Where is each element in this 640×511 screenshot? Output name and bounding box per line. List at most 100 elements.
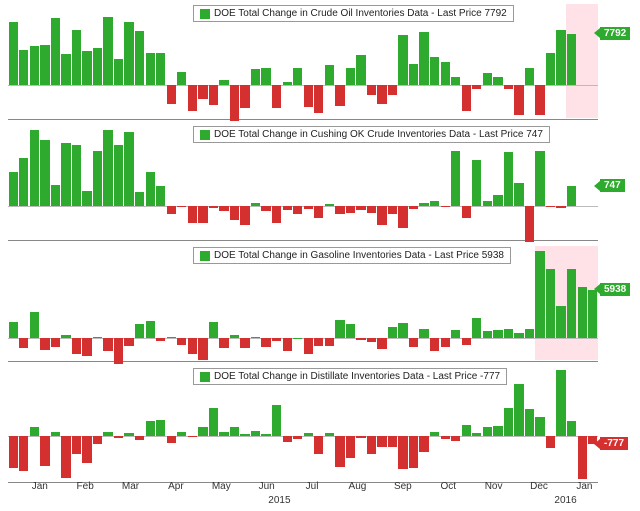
- crude-bar: [114, 59, 123, 85]
- distillate-bar: [9, 436, 18, 468]
- crude-bar: [40, 45, 49, 85]
- crude-bar: [230, 85, 239, 121]
- cushing-bar: [367, 206, 376, 213]
- crude-bar: [472, 85, 481, 90]
- distillate-bar: [493, 426, 502, 436]
- cushing-bar: [188, 206, 197, 223]
- crude-bar: [483, 73, 492, 85]
- distillate-bar: [567, 421, 576, 435]
- distillate-bar: [30, 427, 39, 436]
- crude-bar: [219, 80, 228, 84]
- distillate-bar: [546, 436, 555, 448]
- cushing-bar: [177, 206, 186, 207]
- crude-bar: [567, 34, 576, 85]
- cushing-bar: [293, 206, 302, 214]
- gasoline-bar: [240, 338, 249, 348]
- crude-bar: [124, 22, 133, 85]
- gasoline-bar: [483, 331, 492, 338]
- gasoline-bar: [167, 337, 176, 338]
- cushing-bar: [72, 145, 81, 205]
- gasoline-value-flag: 5938: [600, 283, 630, 296]
- gasoline-bar: [114, 338, 123, 363]
- legend-swatch-icon: [200, 372, 210, 382]
- crude-bar: [261, 68, 270, 84]
- gasoline-bar: [388, 327, 397, 339]
- distillate-bar: [40, 436, 49, 466]
- crude-legend-text: DOE Total Change in Crude Oil Inventorie…: [214, 8, 507, 19]
- crude-bar: [493, 77, 502, 84]
- distillate-bar: [441, 436, 450, 439]
- crude-bar: [346, 68, 355, 85]
- distillate-legend: DOE Total Change in Distillate Inventori…: [193, 368, 507, 385]
- x-tick-label: Dec: [530, 481, 548, 492]
- crude-bar: [251, 69, 260, 85]
- cushing-bar: [167, 206, 176, 215]
- gasoline-bar: [377, 338, 386, 349]
- crude-bar: [103, 17, 112, 84]
- cushing-bar: [314, 206, 323, 219]
- gasoline-bar: [272, 338, 281, 340]
- cushing-bar: [325, 204, 334, 205]
- x-tick-label: Jan: [576, 481, 592, 492]
- crude-bar: [72, 30, 81, 85]
- x-tick-label: Oct: [440, 481, 456, 492]
- crude-bar: [441, 62, 450, 84]
- crude-bar: [156, 53, 165, 84]
- x-tick-label: Feb: [77, 481, 94, 492]
- crude-bar: [198, 85, 207, 99]
- cushing-bar: [451, 151, 460, 206]
- cushing-bar: [514, 183, 523, 206]
- gasoline-bar: [188, 338, 197, 354]
- gasoline-bar: [30, 312, 39, 338]
- crude-bar: [135, 31, 144, 85]
- gasoline-bar: [19, 338, 28, 348]
- crude-bar: [314, 85, 323, 113]
- gasoline-bar: [556, 306, 565, 338]
- cushing-bar: [251, 203, 260, 206]
- distillate-value-flag: -777: [600, 437, 628, 450]
- cushing-bar: [240, 206, 249, 226]
- crude-bar: [451, 77, 460, 85]
- crude-bar: [356, 55, 365, 84]
- gasoline-bar: [261, 338, 270, 346]
- distillate-bar: [72, 436, 81, 454]
- distillate-bar: [177, 432, 186, 436]
- x-tick-label: Sep: [394, 481, 412, 492]
- distillate-bar: [398, 436, 407, 469]
- distillate-bar: [283, 436, 292, 442]
- distillate-bar: [198, 427, 207, 436]
- cushing-bar: [103, 130, 112, 206]
- distillate-bar: [230, 427, 239, 436]
- crude-bar: [419, 32, 428, 84]
- gasoline-bar: [219, 338, 228, 348]
- crude-bar: [377, 85, 386, 104]
- distillate-bar: [135, 436, 144, 440]
- distillate-bar: [261, 434, 270, 435]
- gasoline-bar: [367, 338, 376, 341]
- cushing-bar: [335, 206, 344, 214]
- distillate-bar: [514, 384, 523, 435]
- distillate-bar: [61, 436, 70, 478]
- x-tick-label: Jan: [32, 481, 48, 492]
- cushing-bar: [219, 206, 228, 211]
- gasoline-bar: [314, 338, 323, 346]
- cushing-bar: [30, 130, 39, 206]
- gasoline-bar: [472, 318, 481, 339]
- gasoline-bar: [135, 324, 144, 338]
- cushing-bar: [93, 151, 102, 206]
- distillate-bar: [219, 432, 228, 436]
- crude-bar: [93, 48, 102, 85]
- cushing-bar: [504, 152, 513, 206]
- distillate-bar: [82, 436, 91, 463]
- cushing-bar: [40, 140, 49, 206]
- x-tick-label: Jun: [259, 481, 275, 492]
- gasoline-bar: [304, 338, 313, 353]
- cushing-bar: [272, 206, 281, 223]
- gasoline-bar: [124, 338, 133, 345]
- gasoline-bar: [430, 338, 439, 351]
- gasoline-bar: [567, 269, 576, 338]
- cushing-legend-text: DOE Total Change in Cushing OK Crude Inv…: [214, 129, 543, 140]
- distillate-bar: [430, 432, 439, 436]
- panel-cushing: DOE Total Change in Cushing OK Crude Inv…: [8, 123, 598, 241]
- crude-bar: [409, 64, 418, 84]
